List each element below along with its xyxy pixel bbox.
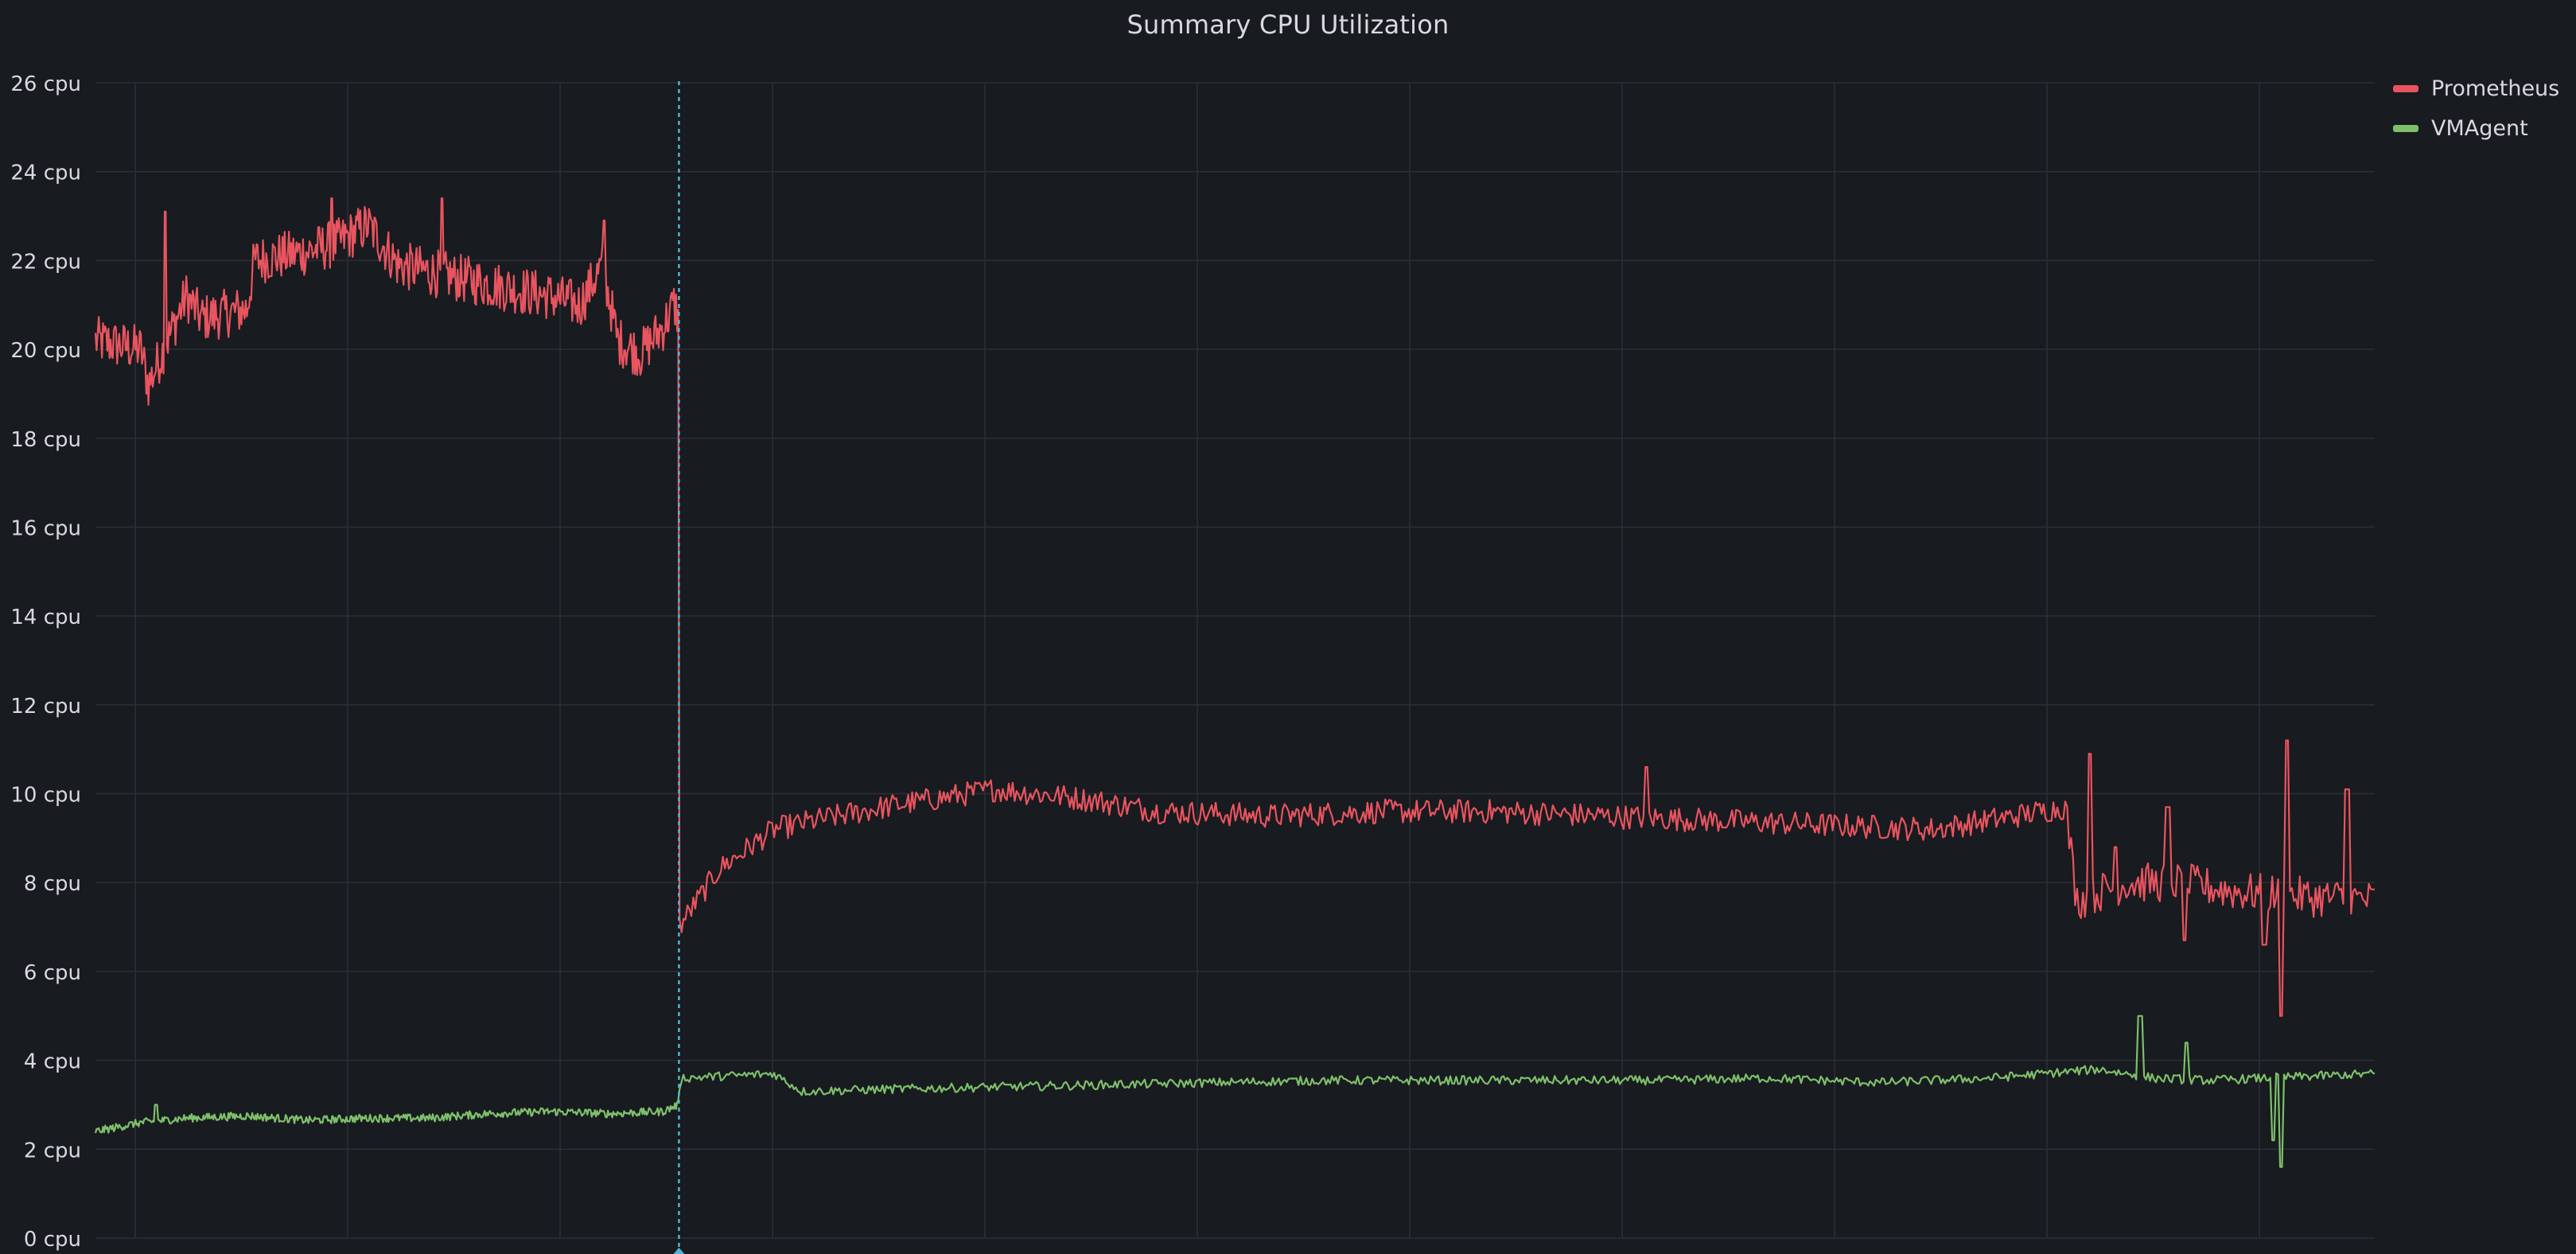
- y-tick-label: 26 cpu: [10, 72, 81, 96]
- y-tick-label: 2 cpu: [24, 1139, 81, 1162]
- legend-swatch-vmagent: [2393, 124, 2418, 132]
- legend: Prometheus VMAgent: [2393, 68, 2559, 148]
- y-tick-label: 20 cpu: [10, 339, 81, 363]
- y-tick-label: 10 cpu: [10, 784, 81, 808]
- y-tick-label: 4 cpu: [24, 1050, 81, 1074]
- series-line-vmagent: [94, 1014, 2376, 1168]
- legend-swatch-prometheus: [2393, 84, 2418, 92]
- legend-label-prometheus: Prometheus: [2431, 76, 2560, 101]
- y-tick-label: 12 cpu: [10, 695, 81, 719]
- legend-item-vmagent[interactable]: VMAgent: [2393, 108, 2559, 148]
- y-tick-label: 16 cpu: [10, 516, 81, 540]
- y-tick-label: 0 cpu: [24, 1228, 81, 1252]
- series-line-prometheus: [94, 197, 2376, 1017]
- panel-title: Summary CPU Utilization: [1127, 10, 1449, 40]
- y-tick-label: 24 cpu: [10, 162, 81, 185]
- annotation-marker-icon: [673, 1248, 685, 1254]
- y-tick-label: 14 cpu: [10, 606, 81, 629]
- y-tick-label: 18 cpu: [10, 428, 81, 452]
- y-tick-label: 8 cpu: [24, 872, 81, 896]
- legend-item-prometheus[interactable]: Prometheus: [2393, 68, 2559, 108]
- y-tick-label: 22 cpu: [10, 250, 81, 274]
- y-tick-label: 6 cpu: [24, 961, 81, 985]
- legend-label-vmagent: VMAgent: [2431, 115, 2528, 141]
